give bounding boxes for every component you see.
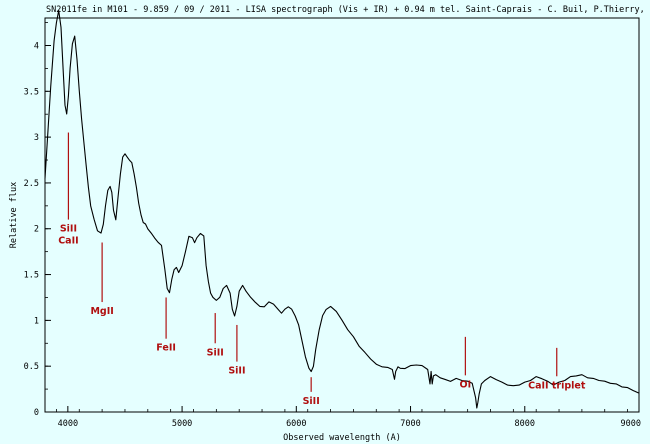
y-axis-ticks: 0 0.5 1 1.5 2 2.5 3 3.5 4: [24, 22, 51, 418]
y-tick-label: 0: [34, 408, 39, 418]
x-tick-label: 7000: [400, 419, 420, 429]
y-tick-label: 1: [34, 316, 39, 326]
x-tick-label: 6000: [286, 419, 306, 429]
x-tick-label: 4000: [58, 419, 78, 429]
x-tick-label: 8000: [515, 419, 535, 429]
annotation-label: SiII: [228, 366, 245, 377]
plot-frame: [44, 17, 640, 413]
annotation-label: SiII: [303, 396, 320, 407]
annotation-label: FeII: [156, 343, 176, 354]
y-tick-label: 2.5: [24, 179, 39, 189]
y-tick-label: 1.5: [24, 271, 39, 281]
chart-title: SN2011fe in M101 - 9.859 / 09 / 2011 - L…: [46, 5, 650, 15]
annotation-label: SiII: [60, 224, 77, 235]
y-tick-label: 3.5: [24, 87, 39, 97]
y-tick-label: 2: [34, 225, 39, 235]
annotation-label-2: CaII: [58, 236, 78, 247]
annotation-label: CaII triplet: [528, 380, 586, 391]
spectrum-series: [44, 9, 640, 409]
y-tick-label: 0.5: [24, 362, 39, 372]
annotation-label: OI: [460, 379, 472, 390]
x-axis-label: Observed wavelength (A): [283, 433, 401, 443]
spectrum-line: [44, 9, 640, 409]
x-axis-ticks: 4000 5000 6000 7000 8000 9000: [56, 406, 641, 429]
y-axis-label: Relative flux: [9, 182, 19, 249]
y-tick-label: 3: [34, 133, 39, 143]
x-tick-label: 9000: [621, 419, 641, 429]
y-tick-label: 4: [34, 41, 39, 51]
annotation-label: MgII: [90, 306, 113, 317]
annotation-label: SiII: [207, 347, 224, 358]
x-tick-label: 5000: [172, 419, 192, 429]
